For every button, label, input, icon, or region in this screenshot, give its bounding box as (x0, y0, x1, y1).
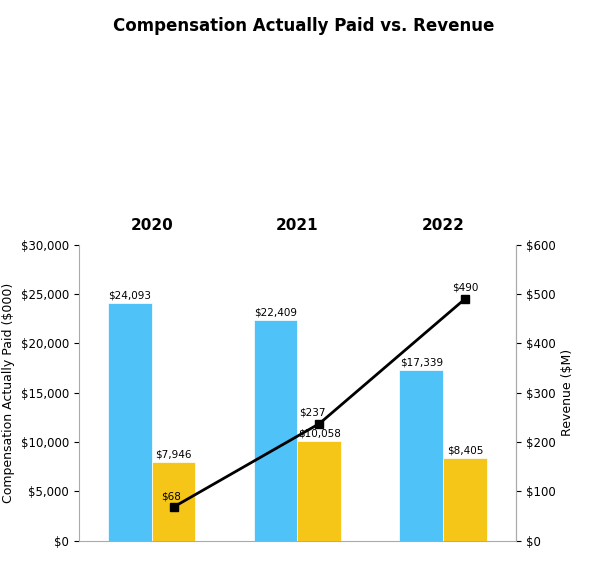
Text: $8,405: $8,405 (447, 445, 483, 455)
Y-axis label: Compensation Actually Paid ($000): Compensation Actually Paid ($000) (2, 282, 15, 503)
Text: 2022: 2022 (422, 218, 464, 233)
Text: $22,409: $22,409 (254, 307, 297, 317)
Bar (254, 320, 297, 541)
Text: $68: $68 (161, 491, 181, 501)
Y-axis label: Revenue ($M): Revenue ($M) (561, 349, 574, 436)
Bar (297, 442, 341, 541)
Text: Compensation Actually Paid vs. Revenue: Compensation Actually Paid vs. Revenue (113, 17, 494, 35)
Text: 2020: 2020 (131, 218, 173, 233)
Text: $7,946: $7,946 (155, 450, 192, 460)
Bar (399, 369, 443, 541)
Bar (443, 457, 487, 541)
Text: $24,093: $24,093 (109, 290, 151, 300)
Text: $237: $237 (299, 408, 325, 418)
Text: $490: $490 (452, 283, 478, 293)
Bar (108, 303, 152, 541)
Text: $10,058: $10,058 (298, 429, 341, 439)
Text: 2021: 2021 (276, 218, 319, 233)
Bar (152, 462, 195, 541)
Text: $17,339: $17,339 (399, 357, 443, 367)
